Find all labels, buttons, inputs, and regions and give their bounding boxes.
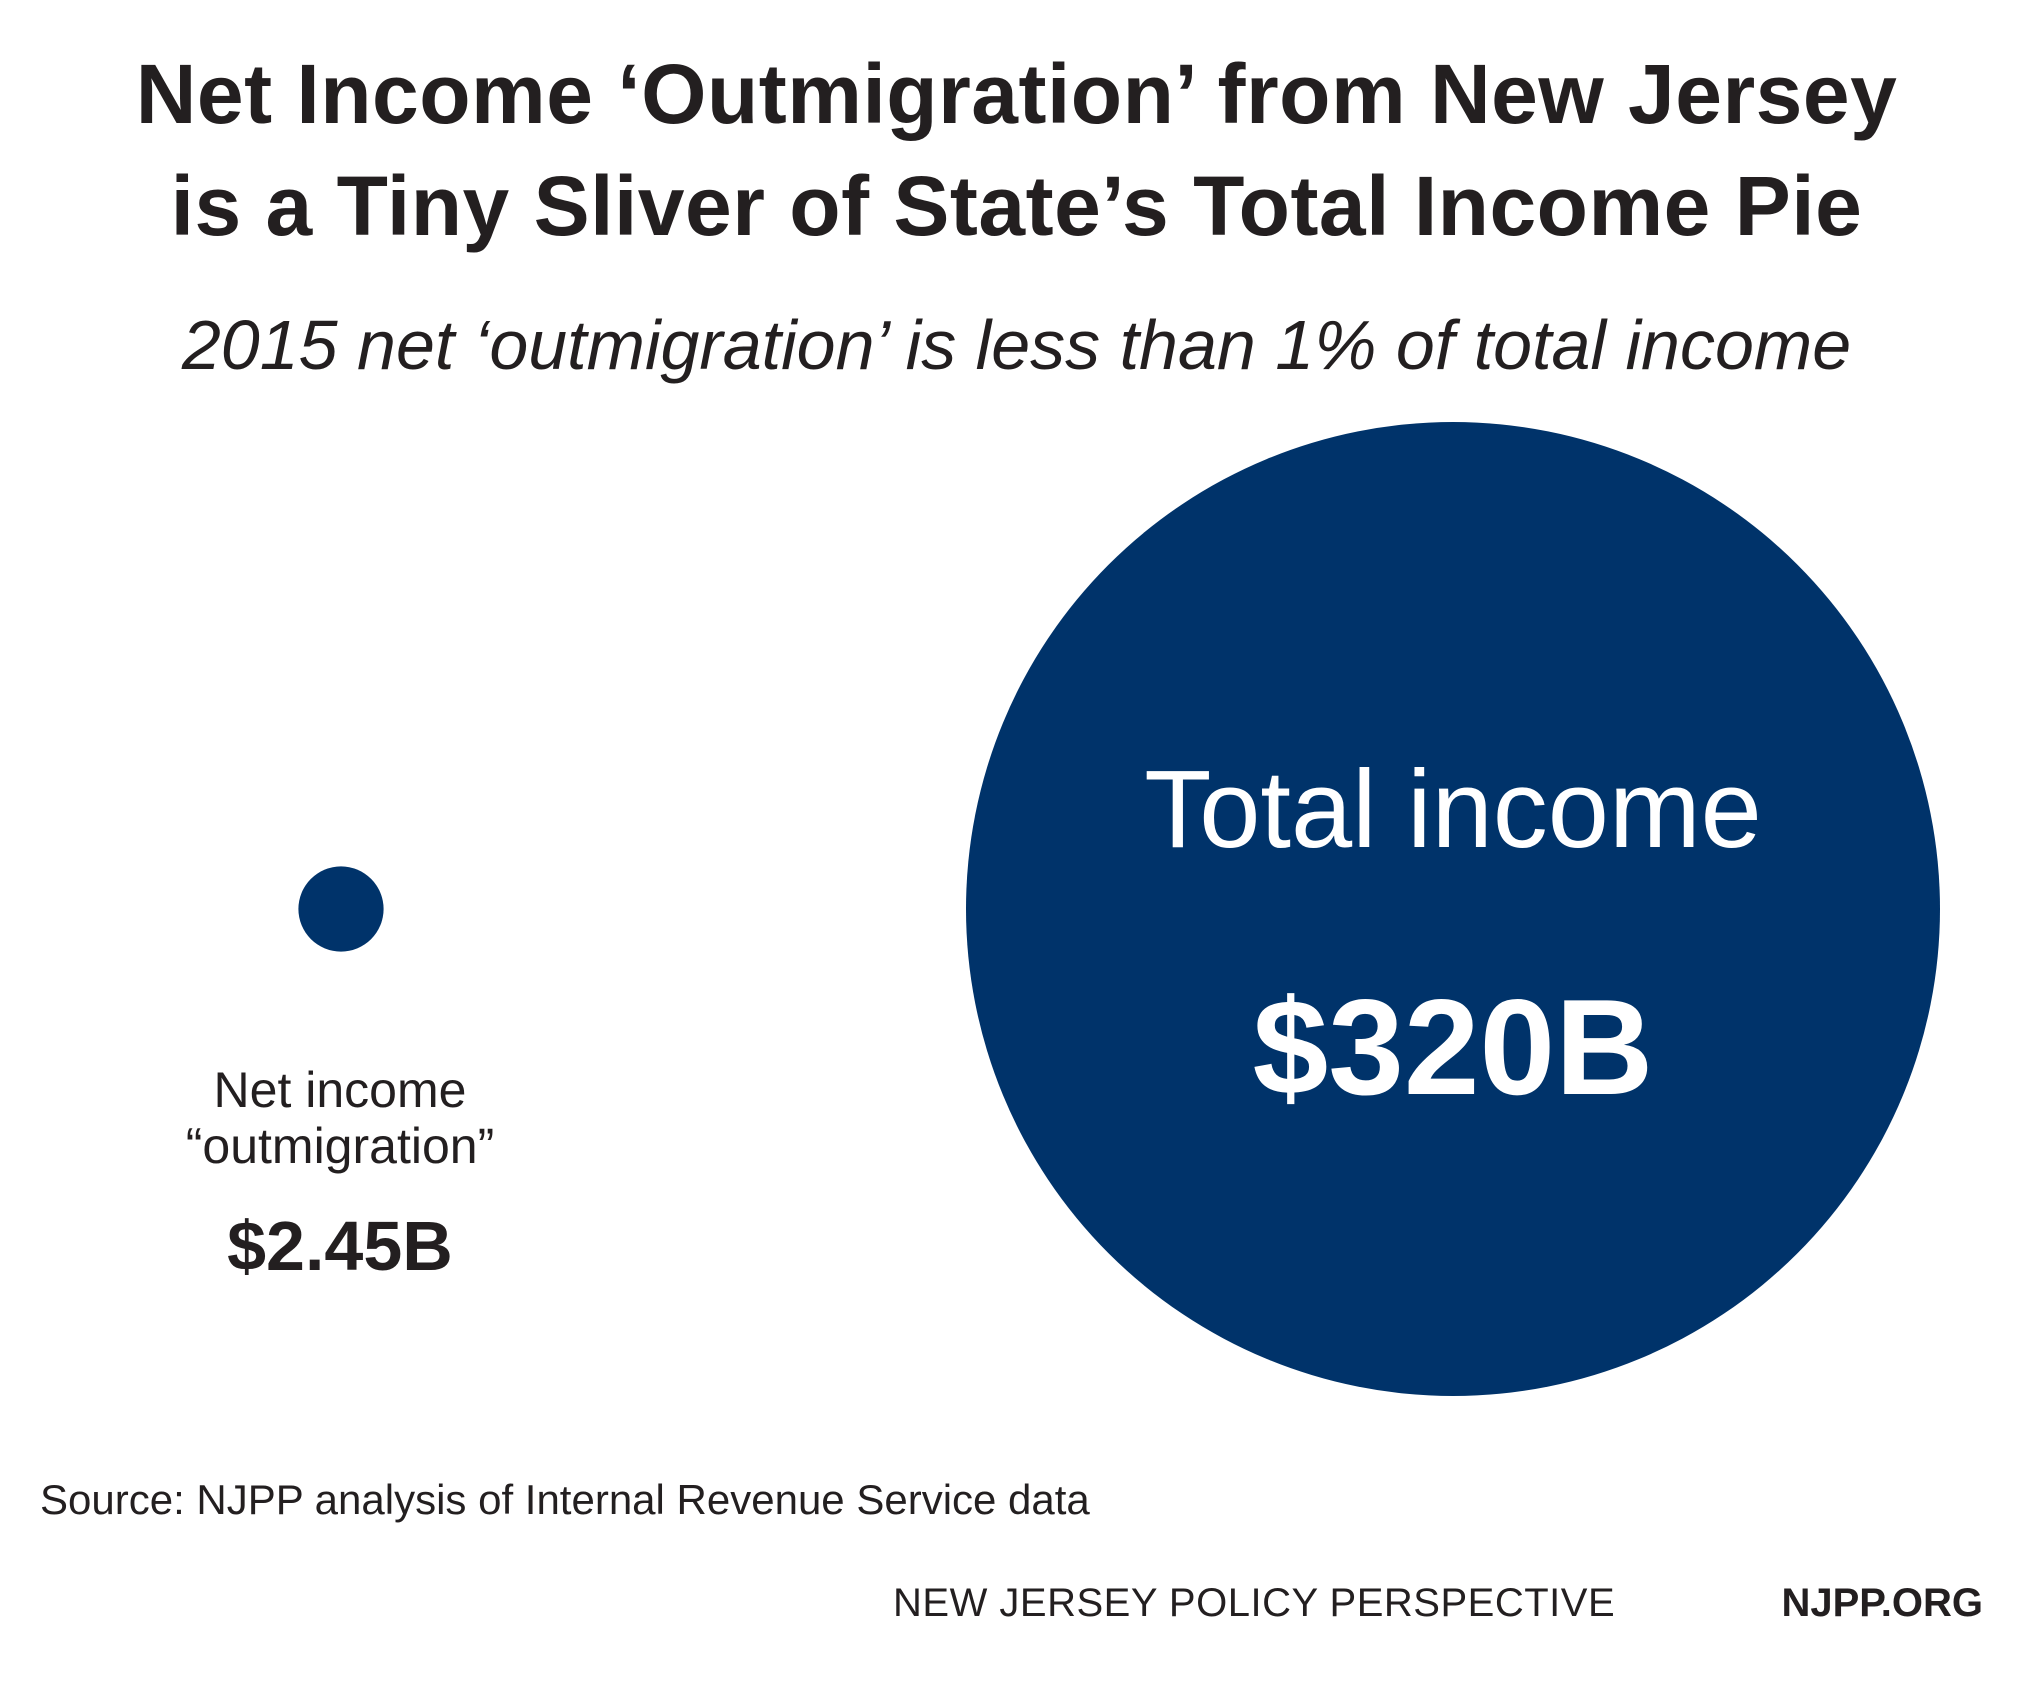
total-income-label: Total income [1144, 748, 1762, 871]
net-outmigration-label-line-1: Net income [213, 1062, 467, 1118]
net-outmigration-value: $2.45B [227, 1207, 453, 1285]
chart-title-line-1: Net Income ‘Outmigration’ from New Jerse… [135, 47, 1898, 141]
total-income-value: $320B [1252, 971, 1654, 1123]
net-outmigration-label: Net income “outmigration” [140, 1062, 540, 1174]
bubble-total-income [966, 422, 1940, 1396]
source-note: Source: NJPP analysis of Internal Revenu… [40, 1476, 1090, 1523]
chart-subtitle: 2015 net ‘outmigration’ is less than 1% … [181, 306, 1852, 384]
chart-title: Net Income ‘Outmigration’ from New Jerse… [0, 38, 2033, 262]
net-outmigration-label-line-2: “outmigration” [185, 1118, 495, 1174]
bubble-net-outmigration [298, 866, 384, 952]
footer-url: NJPP.ORG [1781, 1581, 1983, 1625]
chart-title-line-2: is a Tiny Sliver of State’s Total Income… [170, 159, 1863, 253]
footer-organization: NEW JERSEY POLICY PERSPECTIVE [893, 1581, 1616, 1625]
